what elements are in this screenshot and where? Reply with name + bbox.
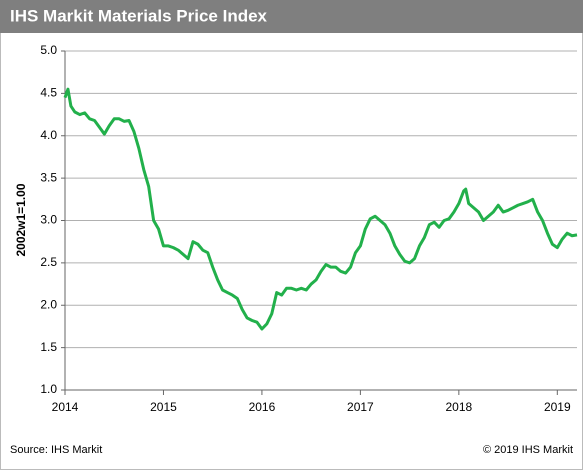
y-tick-label: 3.5 — [40, 170, 57, 184]
y-axis-label: 2002w1=1.00 — [14, 183, 28, 256]
x-tick-label: 2018 — [445, 400, 472, 414]
y-tick-label: 5.0 — [40, 43, 57, 57]
x-tick-label: 2014 — [52, 400, 79, 414]
x-tick-label: 2017 — [347, 400, 374, 414]
y-tick-label: 1.5 — [40, 340, 57, 354]
source-note: Source: IHS Markit — [10, 444, 102, 456]
x-tick-label: 2016 — [249, 400, 276, 414]
data-line — [63, 87, 578, 331]
y-tick-label: 4.0 — [40, 128, 57, 142]
x-tick-label: 2019 — [544, 400, 571, 414]
y-tick-label: 2.5 — [40, 255, 57, 269]
x-tick-label: 2015 — [150, 400, 177, 414]
y-tick-label: 2.0 — [40, 297, 57, 311]
header-bar — [0, 0, 583, 33]
y-tick-label: 1.0 — [40, 382, 57, 396]
y-tick-label: 4.5 — [40, 86, 57, 100]
chart-title: IHS Markit Materials Price Index — [10, 6, 268, 25]
y-tick-label: 3.0 — [40, 213, 57, 227]
copyright: © 2019 IHS Markit — [483, 444, 573, 456]
